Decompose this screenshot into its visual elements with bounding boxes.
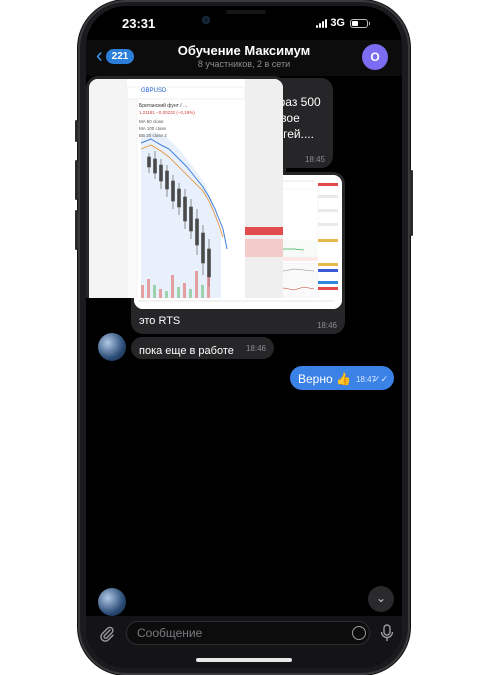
notch — [182, 6, 306, 34]
chart-price-label: 1,21181 −0,00232 (−0,19%) — [139, 110, 195, 115]
chart-ma2-label: MA 100 close — [139, 126, 167, 131]
network-type: 3G — [330, 17, 345, 29]
sticker-icon[interactable] — [352, 626, 366, 640]
chat-subtitle: 8 участников, 2 в сети — [197, 59, 291, 69]
message-bubble-outgoing[interactable]: Верно 👍 18:47 ✓✓ — [290, 366, 394, 390]
message-input[interactable] — [126, 621, 370, 645]
trading-screenshot-graphic — [89, 79, 283, 298]
message-input-bar — [86, 616, 402, 668]
chat-header: ‹ 221 Обучение Максимум 8 участников, 2 … — [86, 40, 402, 76]
chart-pair-label: Британский фунт / ... — [139, 103, 188, 109]
front-camera — [202, 16, 210, 24]
status-indicators: 3G — [316, 17, 370, 29]
trading-screenshot-image[interactable]: GBPUSD Британский фунт / ... 1,21181 −0,… — [89, 79, 283, 298]
unread-count-badge: 221 — [105, 48, 135, 64]
message-time: 18:46 — [245, 344, 266, 353]
speaker — [226, 10, 266, 14]
chevron-left-icon: ‹ — [96, 45, 103, 67]
power-button — [410, 170, 413, 236]
battery-icon — [350, 18, 370, 28]
microphone-icon[interactable] — [380, 624, 394, 647]
chat-area[interactable]: Geogyi Kasyanov Сегодня за день первый р… — [86, 76, 402, 616]
home-indicator — [196, 658, 292, 662]
status-time: 23:31 — [122, 16, 156, 31]
message-bubble-incoming[interactable]: пока еще в работе 18:46 — [131, 337, 274, 359]
volume-up-button — [75, 160, 78, 200]
chevron-down-icon: ⌄ — [375, 591, 387, 605]
chart-bb-label: BB 20 close 2 — [139, 133, 167, 138]
chat-avatar[interactable]: О — [362, 44, 388, 70]
chart-symbol-label[interactable]: GBPUSD — [141, 88, 167, 94]
read-check-icon: ✓✓ — [372, 374, 388, 384]
phone-frame: 23:31 3G ‹ 221 Обучение Максимум 8 участ… — [75, 0, 413, 675]
screen: 23:31 3G ‹ 221 Обучение Максимум 8 участ… — [86, 6, 402, 668]
back-button[interactable]: ‹ 221 — [96, 45, 135, 67]
message-bubble-image[interactable]: GBPUSD Британский фунт / ... 1,21181 −0,… — [86, 76, 286, 298]
scroll-down-button[interactable]: ⌄ — [368, 586, 394, 612]
volume-down-button — [75, 210, 78, 250]
side-button — [75, 120, 78, 142]
image-caption: это RTS — [139, 315, 181, 327]
message-text: пока еще в работе — [139, 345, 234, 357]
chart-ma1-label: MA 50 close — [139, 119, 164, 124]
paperclip-icon[interactable] — [98, 625, 118, 645]
sender-avatar[interactable] — [98, 333, 126, 361]
chat-title[interactable]: Обучение Максимум — [177, 43, 311, 58]
message-time: 18:47 — [355, 375, 376, 384]
status-bar: 23:31 3G — [86, 6, 402, 40]
message-time: 18:45 — [304, 155, 325, 164]
message-text: Верно 👍 — [298, 372, 351, 386]
message-time: 18:46 — [316, 321, 337, 330]
signal-icon — [316, 18, 328, 28]
sender-avatar[interactable] — [98, 588, 126, 616]
